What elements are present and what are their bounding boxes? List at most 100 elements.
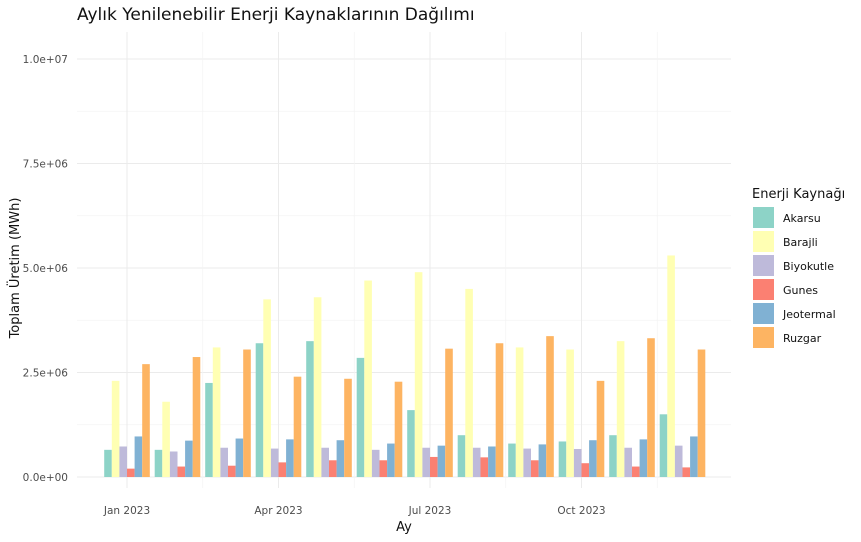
bar-barajli-2023-02 [162,401,170,477]
bar-biyokutle-2023-07 [422,447,430,477]
bar-barajli-2023-03 [212,347,221,477]
y-tick-label: 5.0e+06 [23,263,69,275]
bar-gunes-2023-12 [682,467,691,477]
legend-key-biyokutle [753,255,774,276]
legend-key-akarsu [753,207,774,228]
bar-barajli-2023-06 [364,280,372,477]
y-tick-label: 1.0e+07 [23,54,68,66]
bar-gunes-2023-10 [581,463,590,477]
bar-jeotermal-2023-09 [538,444,547,477]
y-axis-title: Toplam Üretim (MWh) [6,198,23,340]
legend-key-barajli [753,231,774,252]
legend-label-akarsu: Akarsu [783,212,821,225]
y-axis: 0.0e+00 2.5e+06 5.0e+06 7.5e+06 1.0e+07 [23,54,69,484]
bars [104,255,706,477]
bar-ruzgar-2023-11 [647,338,655,477]
x-axis-title: Ay [396,520,412,535]
y-tick-label: 2.5e+06 [23,368,69,380]
bar-biyokutle-2023-10 [573,448,582,477]
y-tick-label: 0.0e+00 [23,472,68,484]
bar-gunes-2023-06 [379,460,388,477]
legend-label-barajli: Barajli [783,236,818,249]
legend-label-ruzgar: Ruzgar [783,332,822,345]
legend: Enerji Kaynağı Akarsu Barajli Biyokutle Gun… [752,187,845,348]
bar-ruzgar-2023-02 [192,357,201,477]
bar-biyokutle-2023-03 [220,447,228,477]
chart-title: Aylık Yenilenebilir Enerji Kaynaklarının… [77,5,475,25]
x-tick-label: Jan 2023 [103,505,150,517]
bar-akarsu-2023-02 [154,449,163,477]
bar-gunes-2023-05 [329,460,337,477]
bar-barajli-2023-09 [515,347,524,477]
bar-gunes-2023-09 [531,460,539,477]
bar-jeotermal-2023-05 [336,440,345,477]
legend-label-jeotermal: Jeotermal [782,308,836,321]
bar-jeotermal-2023-11 [639,439,648,477]
x-tick-label: Jul 2023 [408,505,452,517]
legend-key-gunes [753,279,774,300]
grid-lines [77,32,731,488]
bar-gunes-2023-02 [177,466,186,477]
bar-biyokutle-2023-06 [371,449,380,477]
bar-barajli-2023-08 [465,288,473,477]
bar-akarsu-2023-03 [205,382,213,477]
bar-barajli-2023-12 [667,255,675,477]
bar-jeotermal-2023-01 [134,436,143,477]
bar-gunes-2023-04 [278,462,287,477]
bar-barajli-2023-04 [263,299,271,477]
bar-biyokutle-2023-09 [523,448,531,477]
bar-biyokutle-2023-02 [169,451,178,477]
bar-ruzgar-2023-04 [293,376,302,477]
bar-jeotermal-2023-07 [437,445,446,477]
bar-gunes-2023-03 [228,465,236,477]
bar-jeotermal-2023-06 [387,443,395,477]
bar-ruzgar-2023-08 [495,343,504,477]
bar-gunes-2023-11 [632,466,640,477]
bar-biyokutle-2023-04 [270,448,279,477]
bar-gunes-2023-01 [127,468,135,477]
bar-biyokutle-2023-12 [674,445,683,477]
bar-gunes-2023-08 [480,457,489,477]
legend-key-ruzgar [753,327,774,348]
bar-ruzgar-2023-09 [546,336,554,477]
bar-akarsu-2023-01 [104,449,112,477]
bar-biyokutle-2023-08 [472,447,481,477]
bar-biyokutle-2023-05 [321,447,329,477]
bar-barajli-2023-07 [414,272,423,477]
legend-key-jeotermal [753,303,774,324]
y-tick-label: 7.5e+06 [23,159,69,171]
bar-akarsu-2023-05 [306,341,314,477]
bar-barajli-2023-10 [566,349,574,477]
bar-jeotermal-2023-04 [286,439,294,477]
bar-ruzgar-2023-01 [142,364,150,477]
bar-jeotermal-2023-08 [488,446,496,477]
bar-ruzgar-2023-05 [344,378,352,477]
bar-barajli-2023-05 [313,297,322,477]
bar-gunes-2023-07 [430,456,438,477]
bar-biyokutle-2023-01 [119,446,127,477]
legend-label-biyokutle: Biyokutle [783,260,834,273]
bar-akarsu-2023-04 [255,343,264,477]
bar-ruzgar-2023-10 [596,380,605,477]
bar-jeotermal-2023-12 [690,436,698,477]
x-tick-label: Apr 2023 [254,505,302,517]
bar-barajli-2023-01 [111,380,120,477]
bar-akarsu-2023-08 [457,435,466,477]
bar-biyokutle-2023-11 [624,447,632,477]
x-tick-label: Oct 2023 [557,505,605,517]
bar-ruzgar-2023-03 [243,349,251,477]
bar-jeotermal-2023-10 [589,440,597,477]
bar-akarsu-2023-07 [407,410,415,477]
bar-ruzgar-2023-12 [697,349,706,477]
bar-akarsu-2023-11 [609,435,617,477]
x-axis: Jan 2023 Apr 2023 Jul 2023 Oct 2023 [103,505,606,517]
bar-akarsu-2023-12 [659,414,668,477]
bar-ruzgar-2023-06 [394,381,403,477]
bar-akarsu-2023-06 [356,357,365,477]
bar-barajli-2023-11 [616,341,625,477]
bar-jeotermal-2023-02 [185,440,193,477]
bar-jeotermal-2023-03 [235,438,244,477]
bar-akarsu-2023-10 [558,441,567,477]
bar-akarsu-2023-09 [508,443,516,477]
